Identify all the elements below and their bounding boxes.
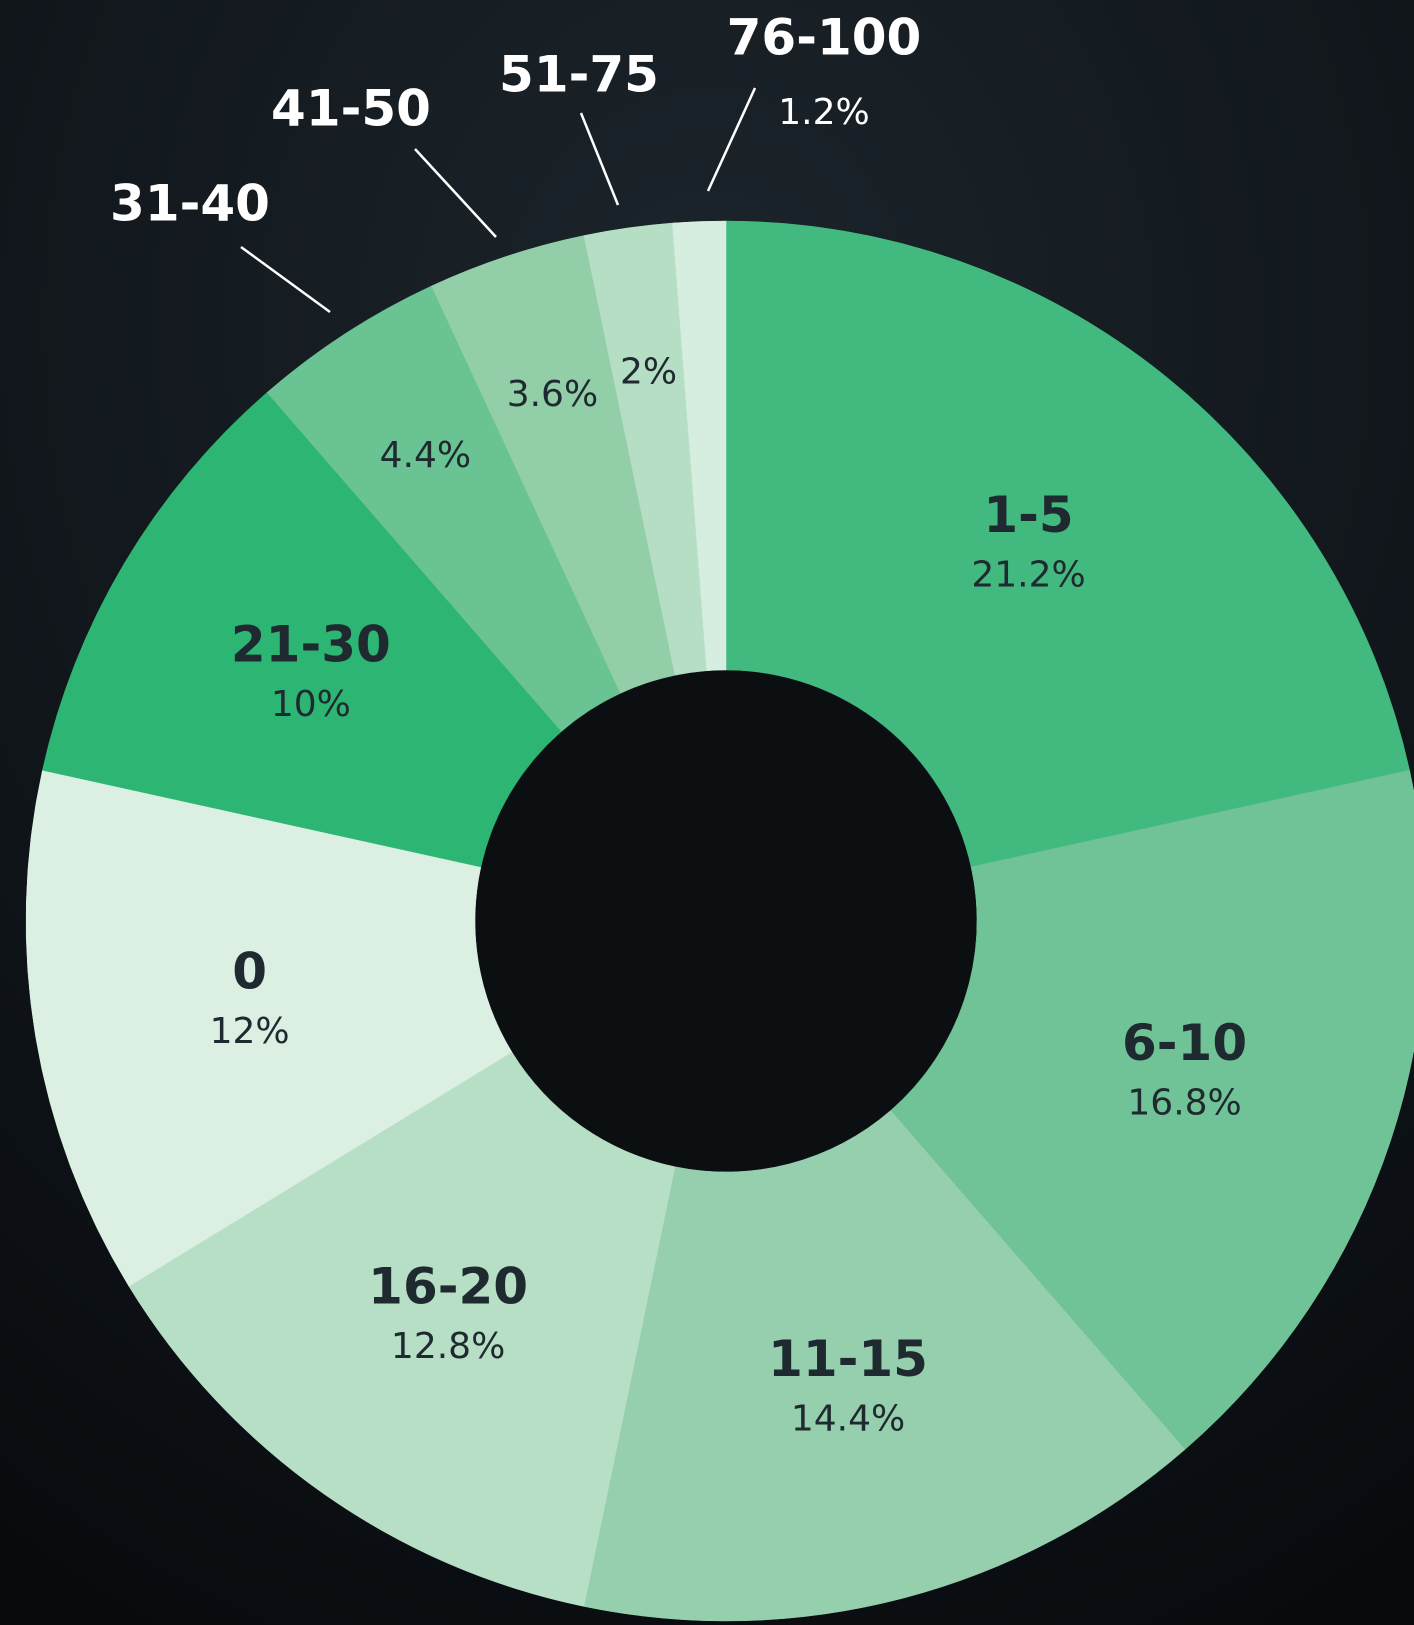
slice-value-label: 2% xyxy=(620,351,677,392)
slice-value-label: 10% xyxy=(271,684,351,725)
slice-name: 31-40 xyxy=(110,175,270,233)
slice-value-label: 16.8% xyxy=(1127,1083,1241,1124)
leader-line xyxy=(414,148,497,238)
leader-line xyxy=(579,112,620,206)
slice-name: 6-10 xyxy=(1122,1014,1247,1072)
slice-name: 1-5 xyxy=(983,486,1073,544)
slice-value-label: 21.2% xyxy=(971,554,1085,595)
donut-slice xyxy=(42,392,562,868)
donut-hole xyxy=(475,670,977,1172)
slice-name: 21-30 xyxy=(231,616,391,674)
donut-slice xyxy=(672,220,727,672)
slice-value-label: 14.4% xyxy=(791,1398,905,1439)
slice-name: 76-100 xyxy=(727,9,922,67)
slice-name: 16-20 xyxy=(368,1258,528,1316)
slice-name: 41-50 xyxy=(271,80,431,138)
slice-name: 0 xyxy=(232,942,267,1000)
leader-line xyxy=(240,245,331,314)
slice-value-label: 12% xyxy=(210,1011,290,1052)
slice-name: 11-15 xyxy=(768,1330,928,1388)
leader-line xyxy=(706,87,757,192)
donut-slice xyxy=(583,1110,1186,1622)
donut-slice xyxy=(25,769,513,1287)
slice-value-label: 1.2% xyxy=(778,92,869,133)
donut-slice xyxy=(725,220,1410,868)
slice-name: 51-75 xyxy=(499,46,659,104)
donut-slice xyxy=(128,1051,676,1607)
slice-value-label: 4.4% xyxy=(380,435,471,476)
donut-slice xyxy=(890,769,1414,1450)
slice-value-label: 12.8% xyxy=(391,1326,505,1367)
slice-value-label: 3.6% xyxy=(507,374,598,415)
